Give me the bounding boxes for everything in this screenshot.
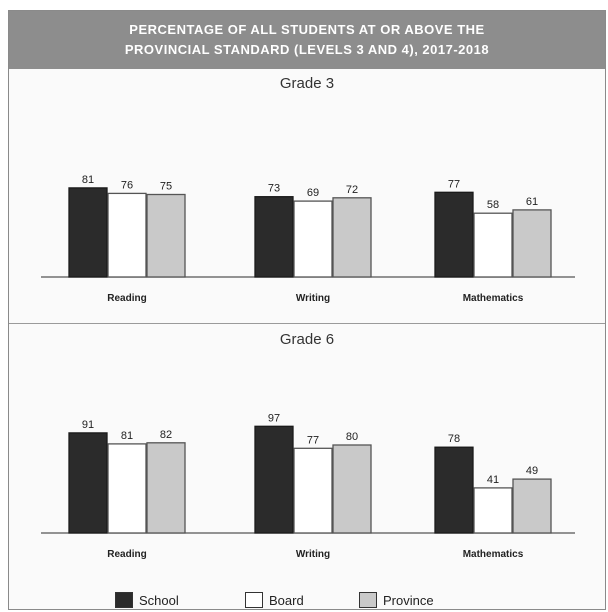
data-label-board-writing: 77	[307, 434, 319, 446]
legend-swatch-board	[245, 592, 263, 608]
legend: School Board Province	[9, 589, 605, 611]
bar-school-reading	[68, 187, 108, 278]
category-label-writing: Writing	[296, 549, 330, 560]
data-label-province-writing: 72	[346, 184, 358, 196]
legend-item-province: Province	[359, 591, 434, 609]
category-label-writing: Writing	[296, 293, 330, 304]
data-label-province-mathematics: 49	[526, 465, 538, 477]
bar-school-writing	[254, 196, 294, 278]
legend-item-school: School	[115, 591, 179, 609]
category-label-mathematics: Mathematics	[463, 549, 524, 560]
bar-school-mathematics	[434, 191, 474, 278]
bar-province-writing	[332, 444, 372, 534]
data-label-school-writing: 97	[268, 412, 280, 424]
category-label-mathematics: Mathematics	[463, 293, 524, 304]
data-label-board-writing: 69	[307, 187, 319, 199]
bar-province-writing	[332, 197, 372, 278]
grade-6-title: Grade 6	[279, 331, 335, 348]
bar-board-mathematics	[473, 487, 513, 534]
chart-header: PERCENTAGE OF ALL STUDENTS AT OR ABOVE T…	[9, 11, 605, 69]
header-line-2: PROVINCIAL STANDARD (LEVELS 3 AND 4), 20…	[124, 42, 490, 57]
data-label-school-reading: 91	[82, 419, 94, 431]
data-label-board-reading: 76	[121, 179, 133, 191]
legend-label-board: Board	[269, 592, 304, 608]
data-label-school-reading: 81	[82, 174, 94, 186]
bar-board-writing	[293, 200, 333, 278]
data-label-board-reading: 81	[121, 430, 133, 442]
bar-board-reading	[107, 443, 147, 534]
bar-board-reading	[107, 192, 147, 278]
bar-province-reading	[146, 193, 186, 278]
data-label-school-mathematics: 77	[448, 178, 460, 190]
grade-3-chart: 81 76 75 Reading 73 69 72 Writing 77 58 61 Mathemat…	[41, 174, 575, 304]
data-label-province-mathematics: 61	[526, 196, 538, 208]
bar-province-mathematics	[512, 209, 552, 278]
legend-swatch-province	[359, 592, 377, 608]
data-label-province-reading: 75	[160, 181, 172, 193]
bar-school-writing	[254, 425, 294, 534]
bar-school-reading	[68, 432, 108, 534]
category-label-reading: Reading	[107, 293, 146, 304]
legend-item-board: Board	[245, 591, 304, 609]
report-frame: PERCENTAGE OF ALL STUDENTS AT OR ABOVE T…	[8, 10, 606, 610]
legend-label-province: Province	[383, 592, 434, 608]
data-label-province-writing: 80	[346, 431, 358, 443]
legend-label-school: School	[139, 592, 179, 608]
data-label-province-reading: 82	[160, 429, 172, 441]
panel-divider	[9, 323, 605, 324]
grade-6-chart: 91 81 82 Reading 97 77 80 Writing 78 41 49 Mathemat…	[41, 412, 575, 560]
legend-swatch-school	[115, 592, 133, 608]
bar-province-reading	[146, 442, 186, 534]
grade-3-title: Grade 3	[279, 75, 335, 92]
header-line-1: PERCENTAGE OF ALL STUDENTS AT OR ABOVE T…	[129, 22, 485, 37]
bar-province-mathematics	[512, 478, 552, 534]
data-label-board-mathematics: 58	[487, 199, 499, 211]
bar-board-mathematics	[473, 212, 513, 278]
data-label-school-writing: 73	[268, 183, 280, 195]
data-label-board-mathematics: 41	[487, 474, 499, 486]
bar-board-writing	[293, 447, 333, 534]
data-label-school-mathematics: 78	[448, 433, 460, 445]
category-label-reading: Reading	[107, 549, 146, 560]
bar-school-mathematics	[434, 446, 474, 534]
